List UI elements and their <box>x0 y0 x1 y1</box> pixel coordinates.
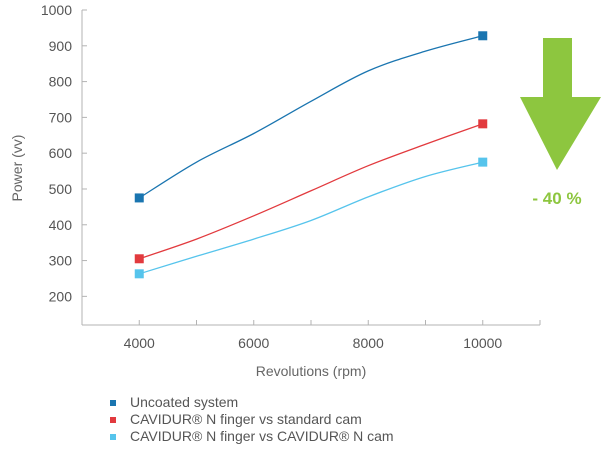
data-point-marker <box>134 193 144 203</box>
data-point-marker <box>134 254 144 264</box>
data-point-marker <box>478 31 488 41</box>
legend-item: CAVIDUR® N finger vs CAVIDUR® N cam <box>110 428 394 445</box>
y-tick-label: 300 <box>49 253 73 269</box>
x-tick-label: 10000 <box>463 335 502 351</box>
reduction-callout: - 40 % <box>532 189 581 208</box>
legend-label: CAVIDUR® N finger vs CAVIDUR® N cam <box>130 428 394 444</box>
y-tick-label: 200 <box>49 288 73 304</box>
series-line-2 <box>139 123 483 260</box>
x-tick-label: 8000 <box>353 335 384 351</box>
y-tick-label: 900 <box>49 38 73 54</box>
y-axis-title: Power (vv) <box>9 135 25 202</box>
y-tick-label: 400 <box>49 217 73 233</box>
legend-swatch <box>110 399 116 406</box>
data-point-marker <box>478 119 488 129</box>
y-tick-label: 800 <box>49 74 73 90</box>
y-tick-label: 600 <box>49 145 73 161</box>
x-ticks: 4000 6000 8000 10000 <box>81 320 541 351</box>
legend-swatch <box>110 416 116 423</box>
x-axis-title: Revolutions (rpm) <box>256 363 366 379</box>
legend-swatch <box>110 433 116 440</box>
series-line-3 <box>139 161 483 275</box>
x-tick-label: 4000 <box>124 335 155 351</box>
legend-item: CAVIDUR® N finger vs standard cam <box>110 411 394 428</box>
legend: Uncoated system CAVIDUR® N finger vs stan… <box>110 394 394 445</box>
y-tick-label: 500 <box>49 181 73 197</box>
y-ticks: 200 300 400 500 600 700 800 900 1000 <box>41 2 87 304</box>
legend-item: Uncoated system <box>110 394 394 411</box>
down-arrow-icon <box>520 38 601 170</box>
series-layer <box>134 31 488 279</box>
series-line-1 <box>138 35 483 199</box>
y-tick-label: 700 <box>49 109 73 125</box>
legend-label: Uncoated system <box>130 394 239 410</box>
data-point-marker <box>134 269 144 279</box>
x-tick-label: 6000 <box>238 335 269 351</box>
y-tick-label: 1000 <box>41 2 72 18</box>
data-point-marker <box>478 157 488 167</box>
legend-label: CAVIDUR® N finger vs standard cam <box>130 411 362 427</box>
